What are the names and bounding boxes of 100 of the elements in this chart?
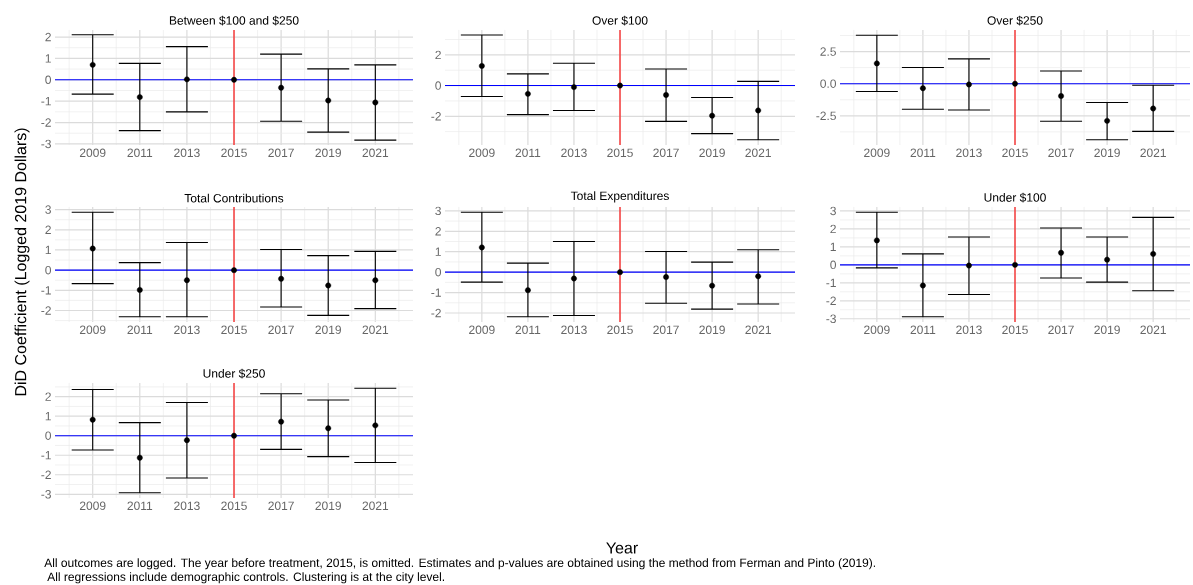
point bbox=[278, 84, 285, 91]
y-tick-label: 1 bbox=[45, 54, 51, 63]
y-tick-label: 0.0 bbox=[820, 79, 837, 88]
x-tick-label: 2009 bbox=[864, 325, 890, 335]
point bbox=[1150, 105, 1157, 112]
chart-title: Total Contributions bbox=[184, 193, 284, 203]
x-tick-label: 2015 bbox=[607, 148, 633, 158]
x-tick-label: 2011 bbox=[910, 148, 936, 158]
x-tick-label: 2009 bbox=[79, 148, 106, 158]
x-tick-label: 2011 bbox=[127, 501, 153, 511]
x-tick-label: 2021 bbox=[1140, 148, 1166, 158]
point bbox=[1058, 93, 1064, 99]
point bbox=[617, 82, 623, 89]
point bbox=[663, 92, 669, 98]
y-tick-label: -2 bbox=[41, 118, 51, 127]
x-tick-label: 2011 bbox=[515, 148, 541, 158]
x-tick-label: 2019 bbox=[315, 501, 341, 511]
y-tick-label: -2 bbox=[41, 306, 51, 315]
point bbox=[372, 277, 379, 284]
point bbox=[325, 97, 332, 104]
y-tick-label: 2 bbox=[435, 227, 441, 236]
x-tick-label: 2019 bbox=[699, 325, 725, 335]
x-tick-label: 2011 bbox=[127, 325, 153, 335]
x-tick-label: 2017 bbox=[1048, 148, 1074, 158]
x-tick-label: 2021 bbox=[362, 148, 389, 158]
y-tick-label: 2 bbox=[435, 50, 441, 60]
point bbox=[231, 267, 237, 274]
y-tick-label: -1 bbox=[41, 451, 51, 460]
point bbox=[966, 81, 972, 88]
chart-title: Under $100 bbox=[984, 192, 1046, 203]
point bbox=[184, 437, 190, 444]
x-tick-label: 2015 bbox=[221, 148, 247, 158]
x-tick-label: 2019 bbox=[315, 148, 341, 158]
x-tick-label: 2013 bbox=[956, 325, 982, 335]
y-tick-label: -2 bbox=[41, 470, 51, 479]
x-tick-label: 2011 bbox=[127, 148, 153, 158]
y-tick-label: -1 bbox=[41, 97, 51, 106]
point bbox=[89, 245, 96, 252]
chart-title: Between $100 and $250 bbox=[169, 15, 299, 26]
point bbox=[1104, 256, 1111, 263]
point bbox=[372, 422, 379, 429]
x-tick-label: 2015 bbox=[1002, 325, 1028, 335]
point bbox=[478, 244, 485, 251]
chart-title: Total Expenditures bbox=[570, 191, 669, 203]
point bbox=[1012, 261, 1018, 268]
point bbox=[1150, 250, 1157, 257]
chart-title: Under $250 bbox=[203, 368, 265, 379]
x-tick-label: 2021 bbox=[1140, 325, 1166, 335]
x-tick-label: 2021 bbox=[362, 325, 389, 335]
y-tick-label: 0 bbox=[45, 265, 52, 275]
point bbox=[136, 454, 143, 461]
y-tick-label: 3 bbox=[45, 205, 51, 214]
text: All outcomes are logged. The year before treatment, 2015, is omitted. Estimates and p-values are obtained using the method from Ferman and Pinto (2019). bbox=[44, 558, 876, 570]
y-tick-label: 0 bbox=[435, 81, 442, 90]
point bbox=[709, 282, 716, 289]
x-tick-label: 2011 bbox=[515, 325, 541, 335]
point bbox=[478, 63, 485, 69]
y-tick-label: -1 bbox=[826, 278, 836, 287]
y-tick-label: 1 bbox=[45, 245, 51, 255]
x-tick-label: 2019 bbox=[699, 148, 725, 158]
x-tick-label: 2015 bbox=[607, 325, 633, 335]
y-tick-label: -2 bbox=[431, 308, 441, 318]
x-tick-label: 2013 bbox=[174, 501, 200, 511]
x-tick-label: 2019 bbox=[315, 325, 341, 335]
point bbox=[755, 273, 762, 280]
x-tick-label: 2017 bbox=[1048, 325, 1074, 335]
point bbox=[184, 277, 190, 284]
x-tick-label: 2009 bbox=[469, 325, 495, 335]
point bbox=[1012, 80, 1018, 87]
y-tick-label: 2 bbox=[830, 224, 836, 234]
y-tick-label: 0 bbox=[435, 267, 442, 277]
x-tick-label: 2009 bbox=[469, 148, 495, 158]
point bbox=[136, 94, 143, 101]
y-tick-label: -2 bbox=[431, 112, 441, 121]
y-axis-title: DiD Coefficient (Logged 2019 Dollars) bbox=[14, 128, 30, 396]
point bbox=[136, 287, 143, 293]
x-tick-label: 2021 bbox=[745, 148, 771, 158]
y-tick-label: 2.5 bbox=[820, 47, 836, 56]
y-tick-label: -3 bbox=[826, 314, 836, 323]
y-tick-label: 0 bbox=[830, 260, 837, 270]
x-tick-label: 2017 bbox=[653, 325, 679, 335]
y-tick-label: -2 bbox=[826, 296, 836, 305]
y-tick-label: 2 bbox=[45, 392, 51, 401]
x-tick-label: 2021 bbox=[745, 325, 771, 335]
chart-title: Over $100 bbox=[592, 15, 648, 26]
point bbox=[920, 282, 926, 289]
y-tick-label: -3 bbox=[41, 139, 51, 149]
point bbox=[325, 282, 332, 289]
text: Year bbox=[606, 542, 638, 554]
x-tick-label: 2017 bbox=[653, 148, 679, 158]
chart-title: Over $250 bbox=[987, 15, 1043, 26]
y-tick-label: 1 bbox=[435, 247, 441, 256]
point bbox=[755, 107, 762, 114]
y-tick-label: -1 bbox=[431, 288, 441, 297]
point bbox=[278, 418, 285, 425]
x-tick-label: 2017 bbox=[268, 501, 294, 511]
x-tick-label: 2015 bbox=[1002, 148, 1028, 158]
x-tick-label: 2011 bbox=[910, 325, 936, 335]
y-tick-label: 2 bbox=[45, 32, 51, 42]
y-tick-label: 1 bbox=[830, 242, 836, 252]
